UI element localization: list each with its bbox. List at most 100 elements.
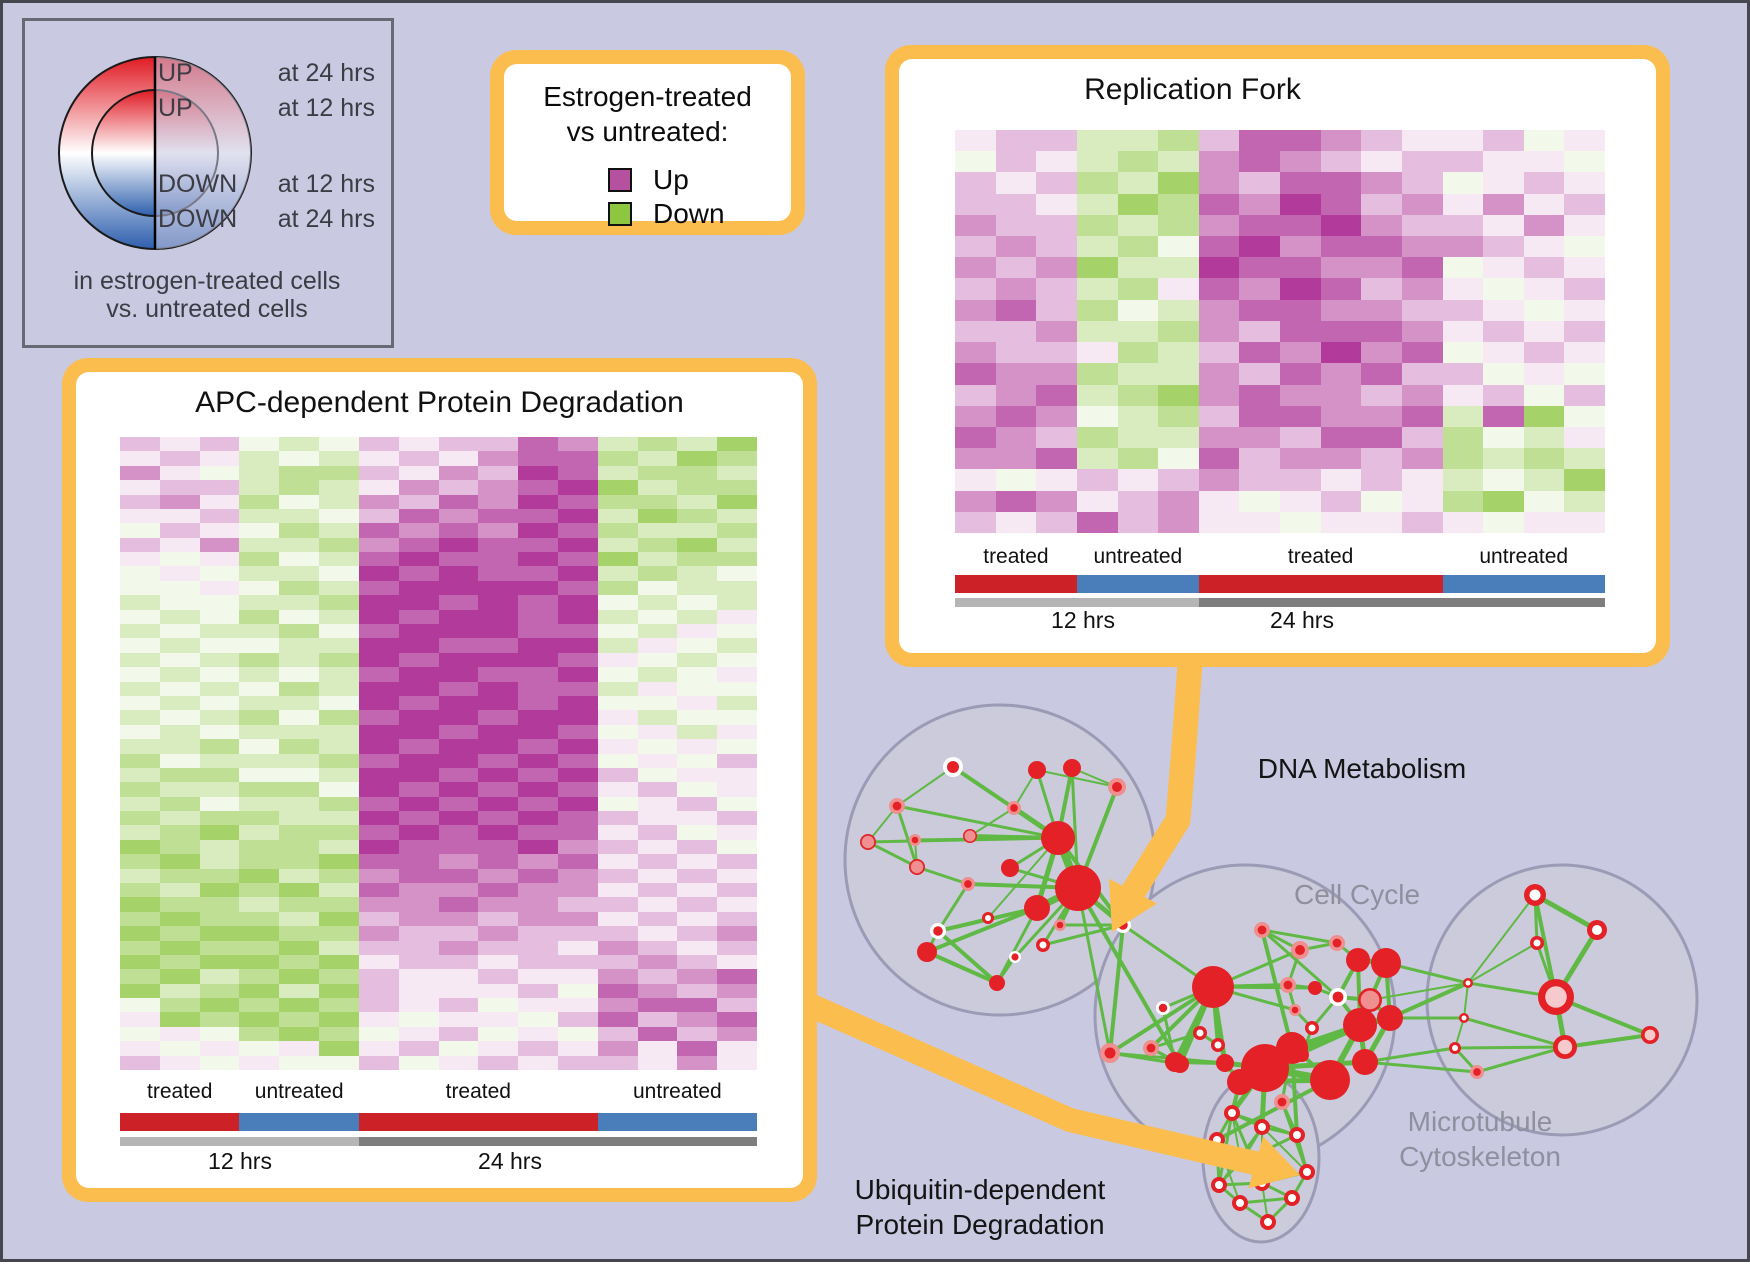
heatmap-cell xyxy=(239,969,280,984)
heatmap-cell xyxy=(1280,236,1321,258)
heatmap-cell xyxy=(1076,278,1118,300)
heatmap-cell xyxy=(955,214,996,237)
heatmap-cell xyxy=(279,811,320,826)
heatmap-cell xyxy=(199,983,240,999)
heatmap-cell xyxy=(637,825,678,840)
heatmap-cell xyxy=(1036,299,1077,321)
heatmap-cell xyxy=(478,954,519,970)
heatmap-cell xyxy=(1117,363,1159,385)
heatmap-cell xyxy=(358,940,399,955)
network-edge xyxy=(1149,1031,1202,1050)
heatmap-cell xyxy=(279,868,320,883)
heatmap-cell xyxy=(1117,426,1159,449)
heatmap-cell xyxy=(120,451,160,466)
heatmap-cell xyxy=(1198,405,1240,427)
heatmap-cell xyxy=(1280,426,1321,449)
network-edge xyxy=(936,882,970,933)
heatmap-cell xyxy=(637,882,678,898)
heatmap-cell xyxy=(1158,193,1199,215)
heatmap-cell xyxy=(1523,320,1565,343)
heatmap-cell xyxy=(995,193,1037,215)
heatmap-cell xyxy=(319,839,359,855)
heatmap-cell xyxy=(159,552,200,567)
heatmap-cell xyxy=(1483,320,1524,343)
heatmap-cell xyxy=(1076,130,1118,152)
heatmap-cell xyxy=(120,811,160,826)
heatmap-cell xyxy=(1361,214,1402,237)
heatmap-cell xyxy=(995,405,1037,427)
heatmap-cell xyxy=(1564,469,1605,491)
network-edge xyxy=(866,840,919,869)
heatmap-cell xyxy=(1076,490,1118,512)
heatmap-cell xyxy=(717,667,757,682)
heatmap-cell xyxy=(358,739,399,754)
heatmap-cell xyxy=(120,825,160,840)
heatmap-cell xyxy=(1442,172,1484,194)
heatmap-cell xyxy=(518,825,558,840)
heatmap-cell xyxy=(1280,448,1321,470)
heatmap-cell xyxy=(1320,151,1362,173)
heatmap-cell xyxy=(159,767,200,783)
heatmap-cell xyxy=(438,465,479,481)
heatmap-cell xyxy=(717,1055,757,1070)
heatmap-cell xyxy=(597,1026,638,1042)
heatmap xyxy=(120,437,757,1070)
heatmap-cell xyxy=(478,451,519,466)
heatmap-cell xyxy=(478,983,519,999)
heatmap-cell xyxy=(1401,151,1443,173)
network-node-core xyxy=(1465,980,1471,986)
heatmap-cell xyxy=(597,552,638,567)
heatmap-cell xyxy=(438,638,479,653)
heatmap-cell xyxy=(637,566,678,581)
network-edge xyxy=(1260,928,1339,945)
heatmap-cell xyxy=(478,609,519,625)
heatmap-cell xyxy=(995,151,1037,173)
heatmap-cell xyxy=(597,609,638,625)
heatmap-cell xyxy=(597,1012,638,1027)
heatmap-cell xyxy=(398,552,439,567)
heatmap-cell xyxy=(597,695,638,711)
heatmap-cell xyxy=(557,897,598,912)
heatmap-cell xyxy=(1198,214,1240,237)
heatmap-cell xyxy=(120,552,160,567)
heatmap-cell xyxy=(717,566,757,581)
heatmap-cell xyxy=(518,508,558,524)
heatmap-cell xyxy=(1076,363,1118,385)
heatmap-cell xyxy=(199,926,240,941)
heatmap-cell xyxy=(279,537,320,553)
heatmap-cell xyxy=(717,839,757,855)
heatmap-cell xyxy=(159,1026,200,1042)
heatmap-cell xyxy=(1036,278,1077,300)
heatmap-cell xyxy=(358,954,399,970)
heatmap-cell xyxy=(1320,320,1362,343)
heatmap-cell xyxy=(120,739,160,754)
heatmap-cell xyxy=(319,451,359,466)
heatmap-cell xyxy=(279,508,320,524)
heatmap-cell xyxy=(319,1012,359,1027)
heatmap-cell xyxy=(1158,448,1199,470)
time-label: 12 hrs xyxy=(1051,607,1115,633)
heatmap-cell xyxy=(239,753,280,768)
heatmap-cell xyxy=(199,811,240,826)
heatmap-cell xyxy=(1320,342,1362,364)
heatmap-cell xyxy=(557,480,598,495)
heatmap-cell xyxy=(239,854,280,869)
heatmap-cell xyxy=(557,1055,598,1070)
heatmap-cell xyxy=(518,609,558,625)
heatmap-cell xyxy=(1076,172,1118,194)
network-node xyxy=(1165,1052,1185,1072)
heatmap-cell xyxy=(1117,193,1159,215)
heatmap-cell xyxy=(955,405,996,427)
heatmap-cell xyxy=(120,1055,160,1070)
heatmap-cell xyxy=(478,667,519,682)
apc-panel-title: APC-dependent Protein Degradation xyxy=(195,386,684,419)
heatmap-cell xyxy=(955,384,996,406)
heatmap-cell xyxy=(239,652,280,668)
heatmap-cell xyxy=(1442,342,1484,364)
heatmap-cell xyxy=(239,508,280,524)
heatmap-cell xyxy=(1280,384,1321,406)
treated-bar xyxy=(120,1113,240,1131)
heatmap-cell xyxy=(239,710,280,725)
heatmap-cell xyxy=(159,983,200,999)
heatmap-cell xyxy=(518,926,558,941)
